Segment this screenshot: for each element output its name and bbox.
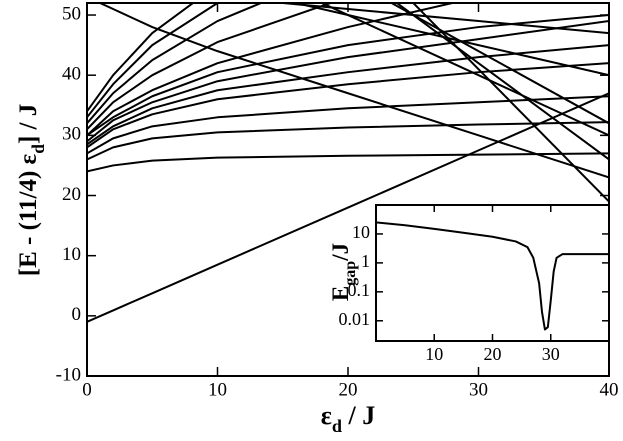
series-line	[97, 3, 609, 179]
y-axis-label-part: d	[28, 144, 48, 154]
series-group	[376, 221, 609, 331]
series-line	[87, 3, 264, 124]
y-tick-label: 1	[361, 251, 370, 271]
y-axis-label: [E - (11/4) εd] / J	[15, 104, 48, 277]
series-line	[319, 3, 609, 137]
series-line	[87, 121, 609, 161]
y-tick-label: 30	[62, 124, 81, 145]
series-line	[87, 20, 609, 143]
y-tick-label: 50	[62, 3, 81, 24]
series-line	[291, 3, 609, 77]
series-line	[87, 3, 334, 131]
x-tick-label: 30	[469, 379, 488, 400]
inset-background	[376, 205, 609, 341]
y-axis-label-part: /J	[328, 243, 353, 262]
y-tick-label: 0.01	[339, 309, 371, 329]
series-line	[87, 3, 195, 112]
series-line	[395, 3, 609, 161]
series-line	[87, 3, 220, 118]
y-axis-label: Egap/J	[328, 243, 359, 301]
series-line	[87, 14, 609, 137]
x-axis-label-part: / J	[342, 401, 375, 430]
y-axis-label-part: [E - (11/4) ε	[15, 153, 42, 276]
x-tick-label: 10	[208, 379, 227, 400]
x-axis-label-part: ε	[321, 401, 332, 430]
x-tick-label: 30	[542, 344, 560, 364]
series-line	[87, 95, 609, 155]
y-tick-label: -10	[56, 364, 81, 385]
x-tick-label: 10	[425, 344, 443, 364]
x-axis-label: εd / J	[321, 401, 375, 436]
x-tick-label: 20	[339, 379, 358, 400]
y-tick-label: 20	[62, 184, 81, 205]
series-line	[271, 3, 609, 35]
series-line	[87, 92, 609, 323]
series-line	[87, 3, 457, 137]
series-line	[87, 152, 609, 173]
series-line	[411, 3, 609, 203]
y-tick-label: 0	[72, 304, 82, 325]
y-tick-label: 0.1	[348, 280, 371, 300]
series-line	[87, 62, 609, 149]
x-tick-label: 0	[82, 379, 92, 400]
x-axis-label-part: d	[332, 416, 342, 436]
x-tick-label: 40	[600, 379, 619, 400]
y-axis-label-part: E	[328, 286, 353, 301]
y-tick-label: 10	[62, 244, 81, 265]
series-line	[389, 3, 609, 125]
y-tick-label: 10	[352, 222, 370, 242]
y-axis-label-part: gap	[342, 261, 359, 286]
series-line	[87, 44, 609, 146]
y-axis-label-part: ] / J	[15, 104, 42, 144]
series-line	[376, 221, 609, 331]
x-tick-label: 20	[484, 344, 502, 364]
series-group	[87, 3, 609, 323]
y-tick-label: 40	[62, 64, 81, 85]
